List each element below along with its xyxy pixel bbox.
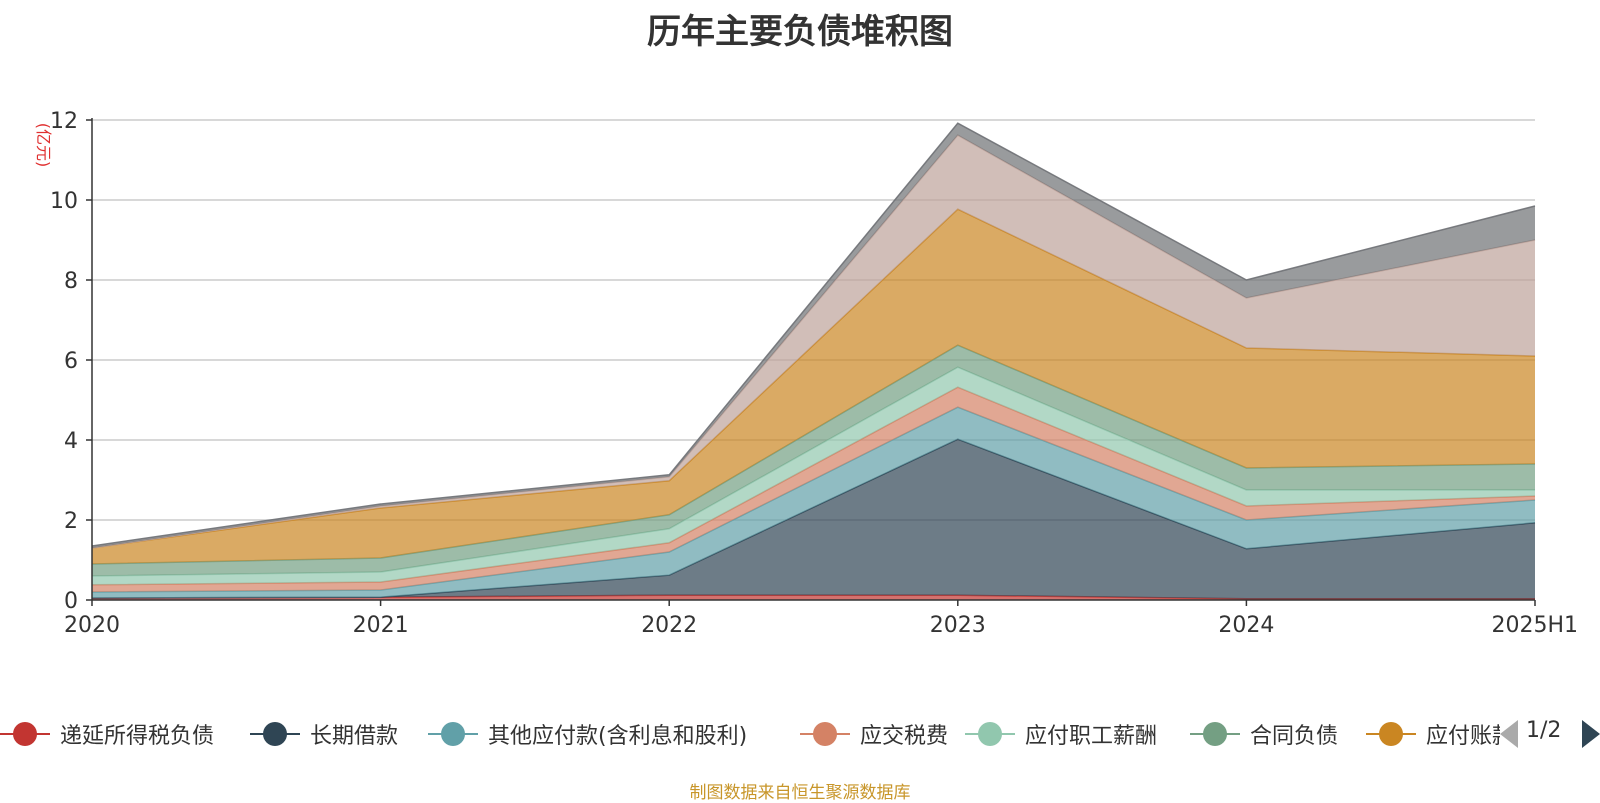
legend-marker-icon <box>1190 719 1240 749</box>
chart-title: 历年主要负债堆积图 <box>647 12 953 52</box>
x-tick-label: 2021 <box>353 613 409 638</box>
series-area-7 <box>92 135 1535 548</box>
legend-marker-icon <box>800 719 850 749</box>
x-tick-label: 2025H1 <box>1491 613 1578 638</box>
legend-label: 长期借款 <box>310 724 399 749</box>
series-area-6 <box>92 209 1535 564</box>
legend-item[interactable]: 递延所得税负债 <box>0 714 214 754</box>
y-axis-label: (亿元) <box>34 123 53 168</box>
y-tick-label: 0 <box>64 589 78 614</box>
legend-label: 合同负债 <box>1250 724 1339 749</box>
legend-page-label: 1/2 <box>1526 718 1562 743</box>
y-tick-label: 4 <box>64 429 78 454</box>
source-note: 制图数据来自恒生聚源数据库 <box>689 783 911 803</box>
legend-marker-icon <box>965 719 1015 749</box>
x-tick-label: 2020 <box>64 613 120 638</box>
triangle-left-icon[interactable] <box>1500 720 1518 748</box>
x-tick-label: 2022 <box>641 613 697 638</box>
legend-label: 递延所得税负债 <box>60 724 215 749</box>
legend-label: 应付账款 <box>1426 724 1500 749</box>
legend-label: 应付职工薪酬 <box>1025 724 1158 749</box>
series-area-1 <box>92 439 1535 599</box>
series-area-2 <box>92 407 1535 598</box>
legend-pager: 1/2 <box>1500 714 1600 754</box>
y-tick-label: 8 <box>64 269 78 294</box>
legend-item[interactable]: 应付账款 <box>1366 714 1500 754</box>
legend-marker-icon <box>0 719 50 749</box>
legend: 递延所得税负债 长期借款 其他应付款(含利息和股利) 应交税费 应付职工薪酬 合同负债 应付… <box>0 714 1500 754</box>
series-area-0 <box>92 595 1535 600</box>
series-line-8 <box>91 122 1536 547</box>
legend-label: 应交税费 <box>860 724 949 749</box>
legend-item[interactable]: 合同负债 <box>1190 714 1338 754</box>
x-tick-label: 2023 <box>930 613 986 638</box>
legend-marker-icon <box>250 719 300 749</box>
y-tick-label: 10 <box>50 189 78 214</box>
y-tick-label: 6 <box>64 349 78 374</box>
legend-item[interactable]: 应付职工薪酬 <box>965 714 1157 754</box>
y-tick-label: 2 <box>64 509 78 534</box>
legend-item[interactable]: 长期借款 <box>250 714 398 754</box>
x-tick-label: 2024 <box>1218 613 1274 638</box>
legend-label: 其他应付款(含利息和股利) <box>488 724 748 749</box>
triangle-right-icon[interactable] <box>1582 720 1600 748</box>
legend-item[interactable]: 应交税费 <box>800 714 948 754</box>
legend-item[interactable]: 其他应付款(含利息和股利) <box>428 714 747 754</box>
legend-marker-icon <box>428 719 478 749</box>
y-tick-label: 12 <box>50 109 78 134</box>
series-line-6 <box>91 208 1536 549</box>
legend-marker-icon <box>1366 719 1416 749</box>
